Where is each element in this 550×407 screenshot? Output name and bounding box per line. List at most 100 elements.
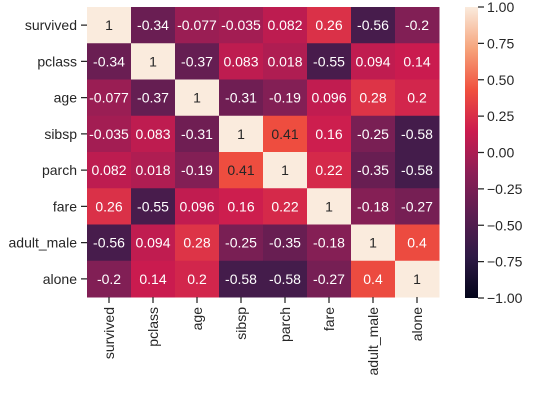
x-tick-label-alone: alone — [409, 307, 425, 341]
cell-value-label: 1 — [105, 17, 113, 33]
heatmap-cell-pclass-parch — [263, 43, 308, 80]
heatmap-cell-parch-age — [175, 152, 220, 189]
colorbar-tick-label: 0.50 — [487, 72, 514, 88]
heatmap-cell-survived-alone — [395, 7, 440, 44]
heatmap-cell-adult_male-parch — [263, 224, 308, 262]
cell-value-label: -0.55 — [137, 198, 169, 214]
heatmap-cell-adult_male-sibsp — [219, 224, 264, 262]
heatmap-cell-survived-adult_male — [351, 7, 396, 44]
colorbar-tick-label: 0.75 — [487, 35, 514, 51]
cell-value-label: -0.35 — [269, 235, 301, 251]
cell-value-label: 0.41 — [227, 162, 254, 178]
cell-value-label: 0.083 — [135, 126, 170, 142]
cell-value-label: 0.2 — [407, 90, 427, 106]
cell-value-label: -0.25 — [225, 235, 257, 251]
colorbar-tick-label: −1.00 — [487, 290, 523, 306]
cell-value-label: -0.56 — [93, 235, 125, 251]
cell-value-label: -0.2 — [97, 271, 121, 287]
heatmap-cell-pclass-adult_male — [351, 43, 396, 80]
heatmap-cell-alone-age — [175, 260, 220, 298]
cell-value-label: 0.2 — [187, 271, 207, 287]
heatmap-cell-alone-pclass — [131, 260, 176, 298]
x-tick-label-fare: fare — [321, 307, 337, 331]
heatmap-cell-sibsp-survived — [87, 115, 132, 153]
y-tick-label-pclass: pclass — [37, 53, 77, 69]
heatmap-cell-age-age — [175, 79, 220, 117]
heatmap-cell-parch-adult_male — [351, 152, 396, 189]
heatmap-cell-alone-sibsp — [219, 260, 264, 298]
heatmap-cell-parch-sibsp — [219, 152, 264, 189]
heatmap-cell-adult_male-pclass — [131, 224, 176, 262]
heatmap-cell-alone-alone — [395, 260, 440, 298]
cell-value-label: 1 — [413, 271, 421, 287]
heatmap-cell-survived-parch — [263, 7, 308, 44]
heatmap-cell-alone-adult_male — [351, 260, 396, 298]
cell-value-label: 0.28 — [183, 235, 210, 251]
cell-value-label: -0.58 — [401, 126, 433, 142]
cell-value-label: 0.22 — [271, 198, 298, 214]
heatmap-cell-survived-age — [175, 7, 220, 44]
heatmap-cell-fare-alone — [395, 188, 440, 225]
cell-value-label: 0.082 — [91, 162, 126, 178]
heatmap-cell-parch-pclass — [131, 152, 176, 189]
cell-value-label: -0.31 — [181, 126, 213, 142]
colorbar-tick-label: −0.25 — [487, 181, 523, 197]
cell-value-label: -0.55 — [313, 53, 345, 69]
heatmap-cell-sibsp-pclass — [131, 115, 176, 153]
cell-value-label: -0.25 — [357, 126, 389, 142]
cell-value-label: 1 — [149, 53, 157, 69]
heatmap-cells — [87, 7, 440, 298]
cell-value-label: -0.18 — [357, 198, 389, 214]
colorbar-gradient — [465, 7, 478, 298]
cell-value-label: 0.28 — [359, 90, 386, 106]
heatmap-cell-pclass-alone — [395, 43, 440, 80]
heatmap-cell-sibsp-alone — [395, 115, 440, 153]
heatmap-cell-survived-pclass — [131, 7, 176, 44]
heatmap-cell-age-adult_male — [351, 79, 396, 117]
cell-value-label: 0.4 — [363, 271, 383, 287]
x-tick-label-adult_male: adult_male — [365, 307, 381, 376]
cell-value-label: 0.14 — [139, 271, 166, 287]
cell-value-label: 0.22 — [315, 162, 342, 178]
heatmap-cell-adult_male-alone — [395, 224, 440, 262]
colorbar: −1.00 −0.75 −0.50 −0.25 0.00 0.25 0.50 0.75 1.00 — [465, 0, 523, 306]
heatmap-cell-parch-fare — [307, 152, 352, 189]
cell-value-label: 0.094 — [355, 53, 390, 69]
heatmap-cell-fare-age — [175, 188, 220, 225]
y-tick-label-adult_male: adult_male — [9, 235, 78, 251]
x-axis-tick-labels: survived pclass age sibsp parch fare adult_mal… — [101, 297, 425, 376]
cell-value-label: -0.37 — [137, 90, 169, 106]
cell-value-label: 0.16 — [227, 198, 254, 214]
cell-value-label: -0.34 — [93, 53, 125, 69]
y-tick-label-survived: survived — [25, 17, 77, 33]
x-tick-label-sibsp: sibsp — [233, 307, 249, 340]
cell-value-label: -0.077 — [89, 90, 129, 106]
y-tick-label-sibsp: sibsp — [44, 126, 77, 142]
cell-value-label: -0.35 — [357, 162, 389, 178]
heatmap-cell-pclass-sibsp — [219, 43, 264, 80]
cell-value-label: -0.19 — [181, 162, 213, 178]
heatmap-cell-survived-sibsp — [219, 7, 264, 44]
cell-value-label: 0.16 — [315, 126, 342, 142]
heatmap-cell-pclass-pclass — [131, 43, 176, 80]
cell-value-label: 0.083 — [223, 53, 258, 69]
cell-value-label: -0.18 — [313, 235, 345, 251]
colorbar-tick-label: 1.00 — [487, 0, 514, 15]
x-tick-label-parch: parch — [277, 307, 293, 342]
y-axis-tick-labels: survived pclass age sibsp parch fare adult_mal… — [9, 17, 87, 287]
heatmap-cell-alone-parch — [263, 260, 308, 298]
heatmap-cell-age-survived — [87, 79, 132, 117]
heatmap-cell-survived-survived — [87, 7, 132, 44]
cell-value-label: 0.14 — [403, 53, 430, 69]
heatmap-cell-sibsp-fare — [307, 115, 352, 153]
heatmap-cell-sibsp-age — [175, 115, 220, 153]
colorbar-tick-label: 0.25 — [487, 108, 514, 124]
heatmap-cell-sibsp-adult_male — [351, 115, 396, 153]
heatmap-cell-fare-survived — [87, 188, 132, 225]
heatmap-annotations: 1 -0.34 -0.077 -0.035 0.082 0.26 -0.56 -0.2-0.3… — [89, 17, 433, 287]
heatmap-cell-adult_male-age — [175, 224, 220, 262]
cell-value-label: 0.096 — [179, 198, 214, 214]
heatmap-cell-pclass-survived — [87, 43, 132, 80]
cell-value-label: -0.58 — [269, 271, 301, 287]
cell-value-label: -0.035 — [221, 17, 261, 33]
